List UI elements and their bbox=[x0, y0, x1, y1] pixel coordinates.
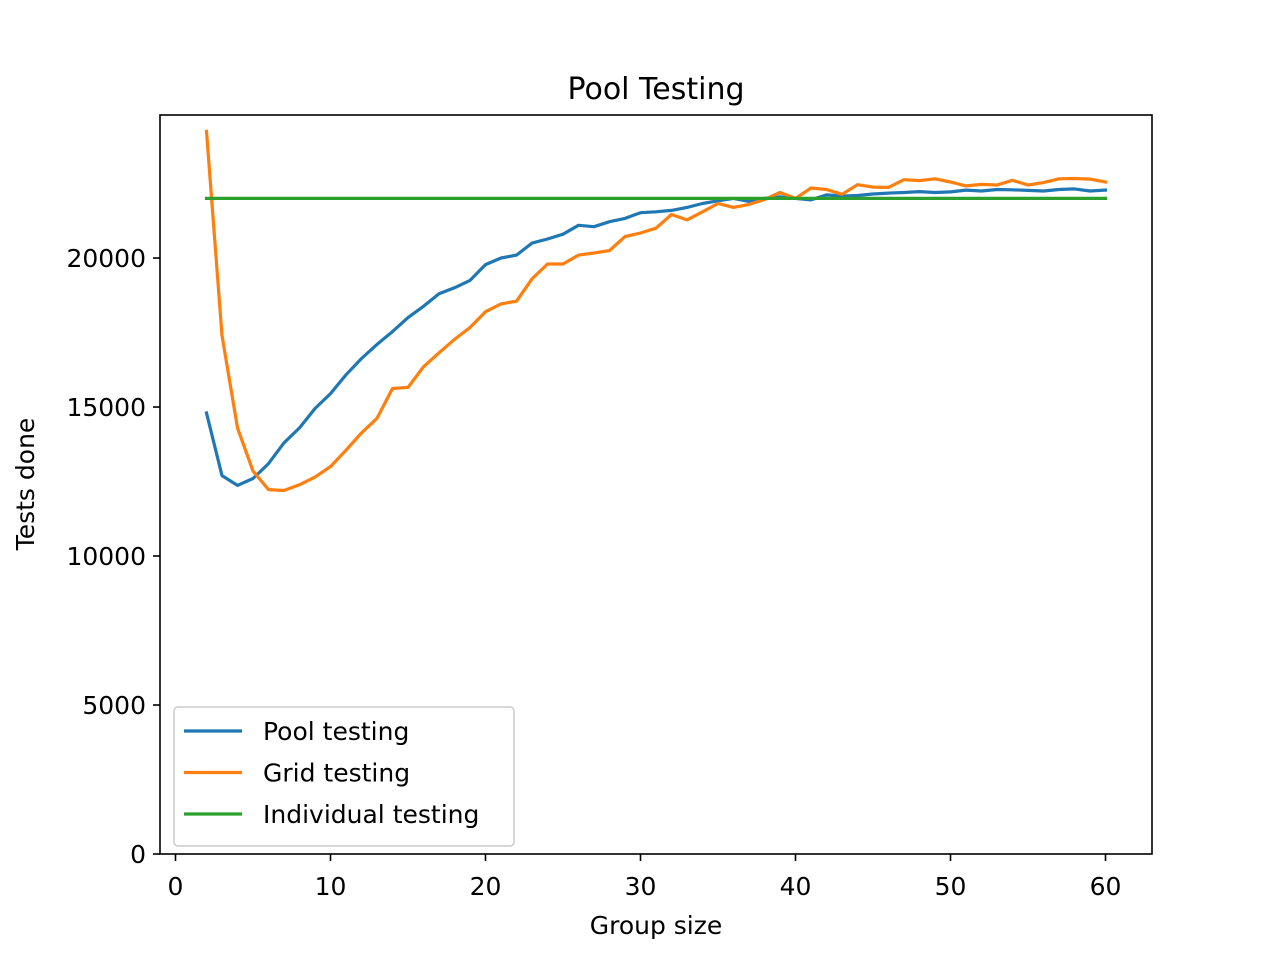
y-axis-ticks: 0 5000 10000 15000 20000 bbox=[66, 244, 160, 869]
y-tick-label-1: 5000 bbox=[82, 691, 146, 720]
x-axis-label: Group size bbox=[590, 911, 723, 940]
series-line-1 bbox=[204, 129, 1108, 493]
legend-label-0: Pool testing bbox=[263, 717, 409, 746]
x-tick-label-3: 30 bbox=[625, 872, 657, 901]
y-tick-label-4: 20000 bbox=[66, 244, 146, 273]
legend-box bbox=[173, 706, 515, 847]
x-tick-label-2: 20 bbox=[470, 872, 502, 901]
y-tick-label-3: 15000 bbox=[66, 393, 146, 422]
plot-frame bbox=[159, 114, 1153, 855]
series-line-0 bbox=[204, 187, 1108, 487]
y-tick-label-2: 10000 bbox=[66, 542, 146, 571]
y-axis-label: Tests done bbox=[11, 418, 40, 552]
x-tick-label-5: 50 bbox=[935, 872, 967, 901]
plot-lines bbox=[204, 129, 1108, 493]
x-tick-label-1: 10 bbox=[315, 872, 347, 901]
y-tick-label-0: 0 bbox=[130, 840, 146, 869]
x-tick-label-4: 40 bbox=[780, 872, 812, 901]
x-axis-ticks: 0 10 20 30 40 50 60 bbox=[168, 854, 1122, 901]
x-tick-label-0: 0 bbox=[168, 872, 184, 901]
legend-label-2: Individual testing bbox=[263, 800, 479, 829]
chart-title: Pool Testing bbox=[567, 72, 744, 107]
legend-label-1: Grid testing bbox=[263, 759, 410, 788]
legend: Pool testing Grid testing Individual testi… bbox=[173, 706, 515, 847]
x-tick-label-6: 60 bbox=[1090, 872, 1122, 901]
